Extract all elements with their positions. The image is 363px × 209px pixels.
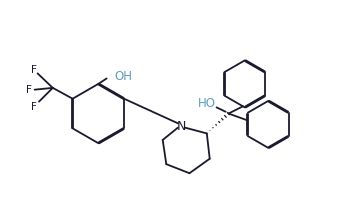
Text: F: F <box>30 102 37 112</box>
Text: F: F <box>31 65 37 75</box>
Text: HO: HO <box>198 97 216 110</box>
Text: OH: OH <box>114 70 132 83</box>
Text: N: N <box>177 120 186 133</box>
Text: F: F <box>26 85 32 95</box>
